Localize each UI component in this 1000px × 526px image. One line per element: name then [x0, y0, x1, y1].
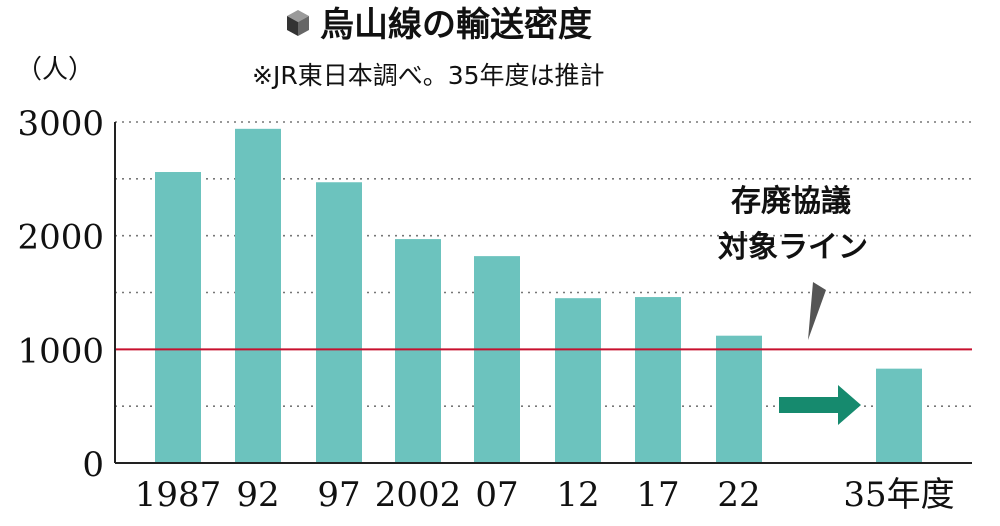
- y-tick-label: 1000: [17, 331, 104, 371]
- x-tick-label: 1987: [135, 475, 222, 515]
- cube-icon: [287, 10, 309, 36]
- bar-35年度: [876, 368, 922, 463]
- projection-arrow: [779, 385, 861, 425]
- bars: [155, 128, 922, 463]
- bar-17: [635, 297, 681, 463]
- bar-92: [235, 128, 281, 463]
- threshold-label-line1: 存廃協議: [731, 184, 851, 219]
- x-tick-label: 12: [556, 475, 599, 515]
- bar-1987: [155, 172, 201, 463]
- x-tick-label: 22: [717, 475, 760, 515]
- x-tick-label: 07: [475, 475, 518, 515]
- bar-07: [474, 256, 520, 463]
- y-tick-labels: 0 1000 2000 3000: [17, 104, 104, 485]
- threshold-pointer: [808, 282, 826, 340]
- y-unit-label: （人）: [16, 55, 94, 85]
- x-tick-label: 35年度: [843, 475, 954, 515]
- x-tick-label: 2002: [375, 475, 462, 515]
- y-tick-label: 0: [82, 445, 104, 485]
- x-tick-label: 97: [317, 475, 360, 515]
- bar-22: [716, 335, 762, 463]
- bar-97: [316, 182, 362, 463]
- chart-title: 烏山線の輸送密度: [320, 5, 592, 45]
- y-tick-label: 2000: [17, 218, 104, 258]
- bar-12: [555, 298, 601, 463]
- threshold-label-line2: 対象ライン: [718, 230, 868, 265]
- chart-subtitle: ※JR東日本調べ。35年度は推計: [252, 61, 605, 90]
- x-tick-label: 92: [236, 475, 279, 515]
- x-tick-label: 17: [636, 475, 679, 515]
- bar-2002: [395, 239, 441, 463]
- y-tick-label: 3000: [17, 104, 104, 144]
- x-tick-labels: 1987 92 97 2002 07 12 17 22 35年度: [135, 475, 955, 515]
